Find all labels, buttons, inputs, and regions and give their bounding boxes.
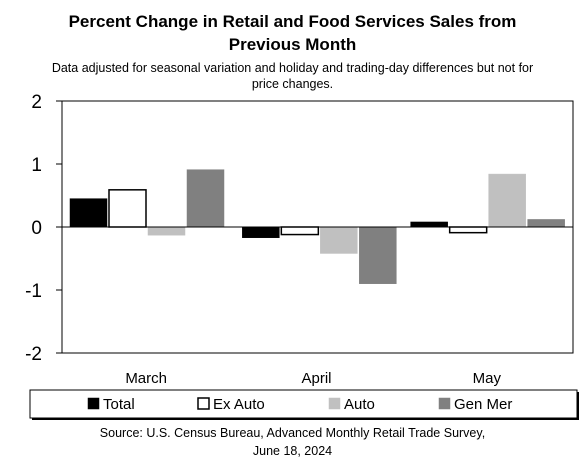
chart-title-line-1: Percent Change in Retail and Food Servic… [68, 12, 517, 31]
bar-total-may [410, 221, 448, 228]
bar-auto-may [488, 173, 526, 228]
bar-ex-auto-may [448, 226, 488, 234]
bar-gen-mer-april [359, 226, 397, 284]
legend-swatch-ex-auto [197, 397, 210, 410]
bar-auto-april [320, 226, 358, 254]
bar-gen-mer-march [186, 169, 225, 228]
source-line-1: Source: U.S. Census Bureau, Advanced Mon… [99, 426, 486, 440]
x-category-label-1: April [301, 370, 331, 387]
legend-label-total: Total [103, 396, 135, 413]
bar-gen-mer-may [527, 219, 565, 228]
chart-subtitle-line-1: Data adjusted for seasonal variation and… [51, 61, 534, 75]
legend-label-gen-mer: Gen Mer [454, 396, 512, 413]
x-category-label-0: March [125, 370, 167, 387]
plot-area [69, 169, 565, 284]
legend: Total Ex Auto Auto Gen Mer [29, 389, 579, 420]
chart-title-line-2: Previous Month [228, 35, 357, 54]
legend-label-auto: Auto [344, 396, 375, 413]
y-tick-label-4: -2 [25, 344, 42, 365]
chart-subtitle-line-2: price changes. [251, 77, 334, 91]
bar-ex-auto-april [280, 226, 320, 236]
y-tick-label-2: 0 [31, 218, 42, 239]
x-category-label-2: May [473, 370, 502, 387]
bar-total-april [242, 226, 280, 238]
source-note: Source: U.S. Census Bureau, Advanced Mon… [0, 424, 585, 460]
bar-total-march [69, 198, 108, 228]
chart-subtitle: Data adjusted for seasonal variation and… [0, 60, 585, 92]
chart-title: Percent Change in Retail and Food Servic… [0, 10, 585, 56]
y-tick-label-3: -1 [25, 281, 42, 302]
legend-swatch-total [87, 397, 100, 410]
legend-swatch-gen-mer [438, 397, 451, 410]
bar-ex-auto-march [108, 189, 147, 228]
legend-swatch-auto [328, 397, 341, 410]
legend-box [29, 389, 578, 419]
y-tick-label-0: 2 [31, 92, 42, 113]
bar-auto-march [147, 226, 186, 236]
axes: 2 1 0 -1 -2 March April May [25, 92, 574, 387]
y-tick-label-1: 1 [31, 155, 42, 176]
legend-label-ex-auto: Ex Auto [213, 396, 265, 413]
source-line-2: June 18, 2024 [252, 444, 333, 458]
